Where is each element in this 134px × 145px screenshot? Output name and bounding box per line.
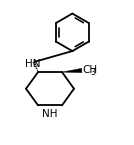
Text: CH: CH [82, 65, 98, 75]
Text: HN: HN [25, 59, 41, 69]
Text: NH: NH [42, 109, 58, 119]
Polygon shape [62, 68, 82, 73]
Text: 3: 3 [90, 68, 95, 77]
